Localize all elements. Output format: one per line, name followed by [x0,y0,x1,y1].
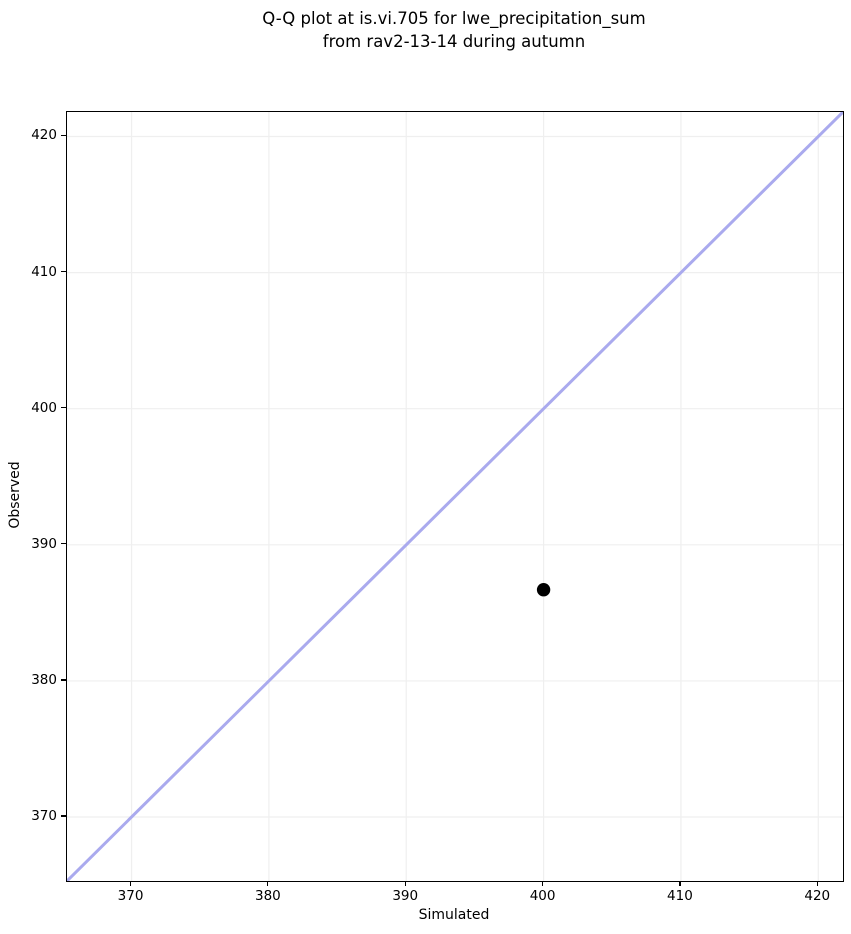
x-tick-label: 380 [255,888,281,904]
y-tick-label: 370 [31,808,57,825]
x-tick-label: 410 [667,888,693,904]
y-tick-label: 380 [31,671,57,688]
x-tick-mark [404,881,406,886]
x-tick-mark [129,881,132,886]
y-tick-label: 420 [31,127,57,144]
plot-canvas [67,112,843,881]
y-tick-mark [61,271,66,273]
x-tick-mark [541,881,544,886]
y-tick-mark [61,407,66,409]
y-tick-mark [61,815,66,817]
x-tick-label: 400 [529,888,556,904]
y-tick-label: 390 [31,535,57,552]
x-tick-label: 370 [117,888,144,904]
plot-area [66,111,844,882]
x-tick-mark [679,881,681,886]
y-tick-label: 400 [31,399,57,416]
chart-title-line2: from rav2-13-14 during autumn [322,31,586,51]
y-tick-mark [61,543,66,545]
x-tick-label: 420 [804,888,831,904]
chart-title-line1: Q-Q plot at is.vi.705 for lwe_precipitat… [262,9,646,28]
x-tick-mark [267,881,269,886]
x-tick-mark [816,881,818,886]
x-tick-label: 390 [392,888,419,904]
y-tick-mark [61,679,66,681]
chart-title: Q-Q plot at is.vi.705 for lwe_precipitat… [66,8,842,53]
data-point [536,583,551,597]
y-tick-mark [61,134,66,137]
identity-line [67,112,843,881]
x-axis-label: Simulated [418,907,490,923]
y-tick-label: 410 [31,263,57,280]
y-axis-label: Observed [7,461,23,529]
